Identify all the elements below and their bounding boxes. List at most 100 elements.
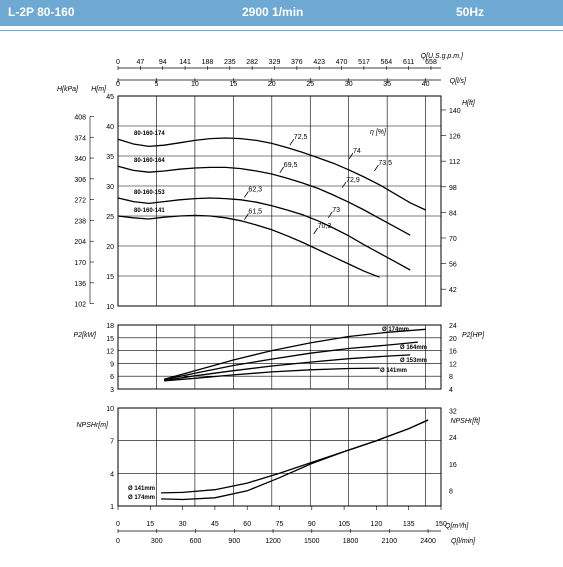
npsh-curve (161, 419, 429, 501)
efficiency-label: 74 (353, 148, 361, 155)
kpa-tick-label: 306 (74, 177, 86, 184)
head-m-tick-label: 10 (106, 304, 114, 311)
power-hp-tick-label: 4 (449, 387, 453, 394)
kpa-tick-label: 238 (74, 218, 86, 225)
gpm-tick-label: 141 (179, 59, 191, 66)
gpm-tick-label: 47 (136, 59, 144, 66)
ft-tick-label: 112 (449, 159, 460, 166)
power-kw-axis-title: P2[kW] (73, 332, 97, 339)
efficiency-label: 72,5 (294, 134, 308, 141)
lps-tick-label: 5 (154, 81, 158, 88)
npsh-m-tick-label: 4 (110, 471, 114, 478)
efficiency-label: 69,5 (284, 162, 298, 169)
gpm-tick-label: 329 (269, 59, 281, 66)
efficiency-label: 61,5 (248, 209, 262, 216)
m3h-tick-label: 90 (308, 521, 316, 528)
frequency-label: 50Hz (456, 5, 485, 19)
npsh-ft-tick-label: 24 (449, 435, 457, 442)
lmin-tick-label: 1500 (304, 538, 320, 545)
lmin-axis-title: Q[l/min] (451, 538, 476, 545)
npsh-m-tick-label: 10 (106, 406, 114, 413)
efficiency-tick (279, 166, 285, 174)
power-hp-tick-label: 24 (449, 323, 457, 330)
power-curve (164, 367, 380, 382)
efficiency-axis-label: η [%] (370, 129, 387, 136)
ft-tick-label: 42 (449, 287, 457, 294)
lps-tick-label: 15 (229, 81, 237, 88)
m3h-tick-label: 45 (211, 521, 219, 528)
m3h-axis-title: Q[m³/h] (445, 523, 469, 530)
efficiency-tick (348, 152, 354, 160)
power-kw-tick-label: 15 (106, 336, 114, 343)
gpm-tick-label: 282 (246, 59, 258, 66)
kpa-tick-label: 102 (74, 302, 86, 309)
power-kw-tick-label: 18 (106, 323, 114, 330)
lps-tick-label: 0 (116, 81, 120, 88)
kpa-tick-label: 408 (74, 114, 86, 121)
gpm-tick-label: 564 (380, 59, 392, 66)
efficiency-label: 70,3 (318, 223, 332, 230)
efficiency-tick (244, 213, 249, 220)
power-curve-label: Ø 141mm (380, 368, 407, 374)
power-hp-axis-title: P2[HP] (462, 332, 485, 339)
lps-tick-label: 30 (345, 81, 353, 88)
efficiency-label: 62,3 (248, 186, 262, 193)
lmin-tick-label: 900 (228, 538, 240, 545)
efficiency-label: 73,5 (378, 160, 392, 167)
efficiency-label: 72,9 (346, 177, 360, 184)
head-curve-label: 80-160-164 (134, 158, 165, 164)
gpm-tick-label: 0 (116, 59, 120, 66)
kpa-tick-label: 272 (74, 198, 86, 205)
power-kw-tick-label: 9 (110, 361, 114, 368)
npsh-curve-label: Ø 141mm (128, 486, 155, 492)
gpm-tick-label: 611 (403, 59, 414, 66)
npsh-m-tick-label: 1 (110, 504, 114, 511)
ft-tick-label: 70 (449, 236, 457, 243)
head-m-tick-label: 35 (106, 154, 114, 161)
power-curve (164, 354, 411, 382)
head-curve (117, 137, 426, 211)
ft-tick-label: 98 (449, 185, 457, 192)
gpm-tick-label: 188 (202, 59, 214, 66)
model-label: L-2P 80-160 (8, 5, 75, 19)
power-hp-tick-label: 16 (449, 349, 457, 356)
ft-tick-label: 84 (449, 210, 457, 217)
power-curve-label: Ø 153mm (400, 358, 427, 364)
efficiency-tick (244, 191, 249, 198)
kpa-tick-label: 340 (74, 156, 86, 163)
m3h-tick-label: 15 (146, 521, 154, 528)
header-rule (0, 30, 563, 31)
kpa-tick-label: 136 (74, 281, 86, 288)
lps-tick-label: 25 (306, 81, 314, 88)
head-kpa-axis-title: H[kPa] (57, 86, 79, 93)
npsh-curve (161, 419, 429, 494)
lps-tick-label: 40 (422, 81, 430, 88)
npsh-ft-tick-label: 32 (449, 409, 457, 416)
npsh-plot-frame (117, 407, 442, 507)
power-kw-tick-label: 12 (106, 349, 114, 356)
efficiency-tick (341, 181, 347, 189)
m3h-tick-label: 150 (435, 521, 447, 528)
head-m-tick-label: 30 (106, 184, 114, 191)
head-curve (117, 214, 380, 278)
kpa-tick-label: 170 (74, 260, 86, 267)
power-curve (163, 328, 426, 380)
gpm-axis-title: Q[U.S.g.p.m.] (421, 53, 464, 60)
lmin-tick-label: 2100 (382, 538, 398, 545)
m3h-tick-label: 135 (403, 521, 415, 528)
head-curve-label: 80-160-153 (134, 190, 165, 196)
npsh-curve-label: Ø 174mm (128, 495, 155, 501)
ft-tick-label: 140 (449, 108, 461, 115)
head-m-tick-label: 15 (106, 274, 114, 281)
m3h-tick-label: 0 (116, 521, 120, 528)
ft-tick-label: 126 (449, 134, 461, 141)
lmin-tick-label: 2400 (420, 538, 436, 545)
power-hp-tick-label: 20 (449, 336, 457, 343)
kpa-tick-label: 204 (74, 239, 86, 246)
lmin-tick-label: 300 (151, 538, 163, 545)
m3h-tick-label: 105 (338, 521, 350, 528)
gpm-tick-label: 376 (291, 59, 303, 66)
gpm-tick-label: 517 (358, 59, 370, 66)
head-m-tick-label: 20 (106, 244, 114, 251)
